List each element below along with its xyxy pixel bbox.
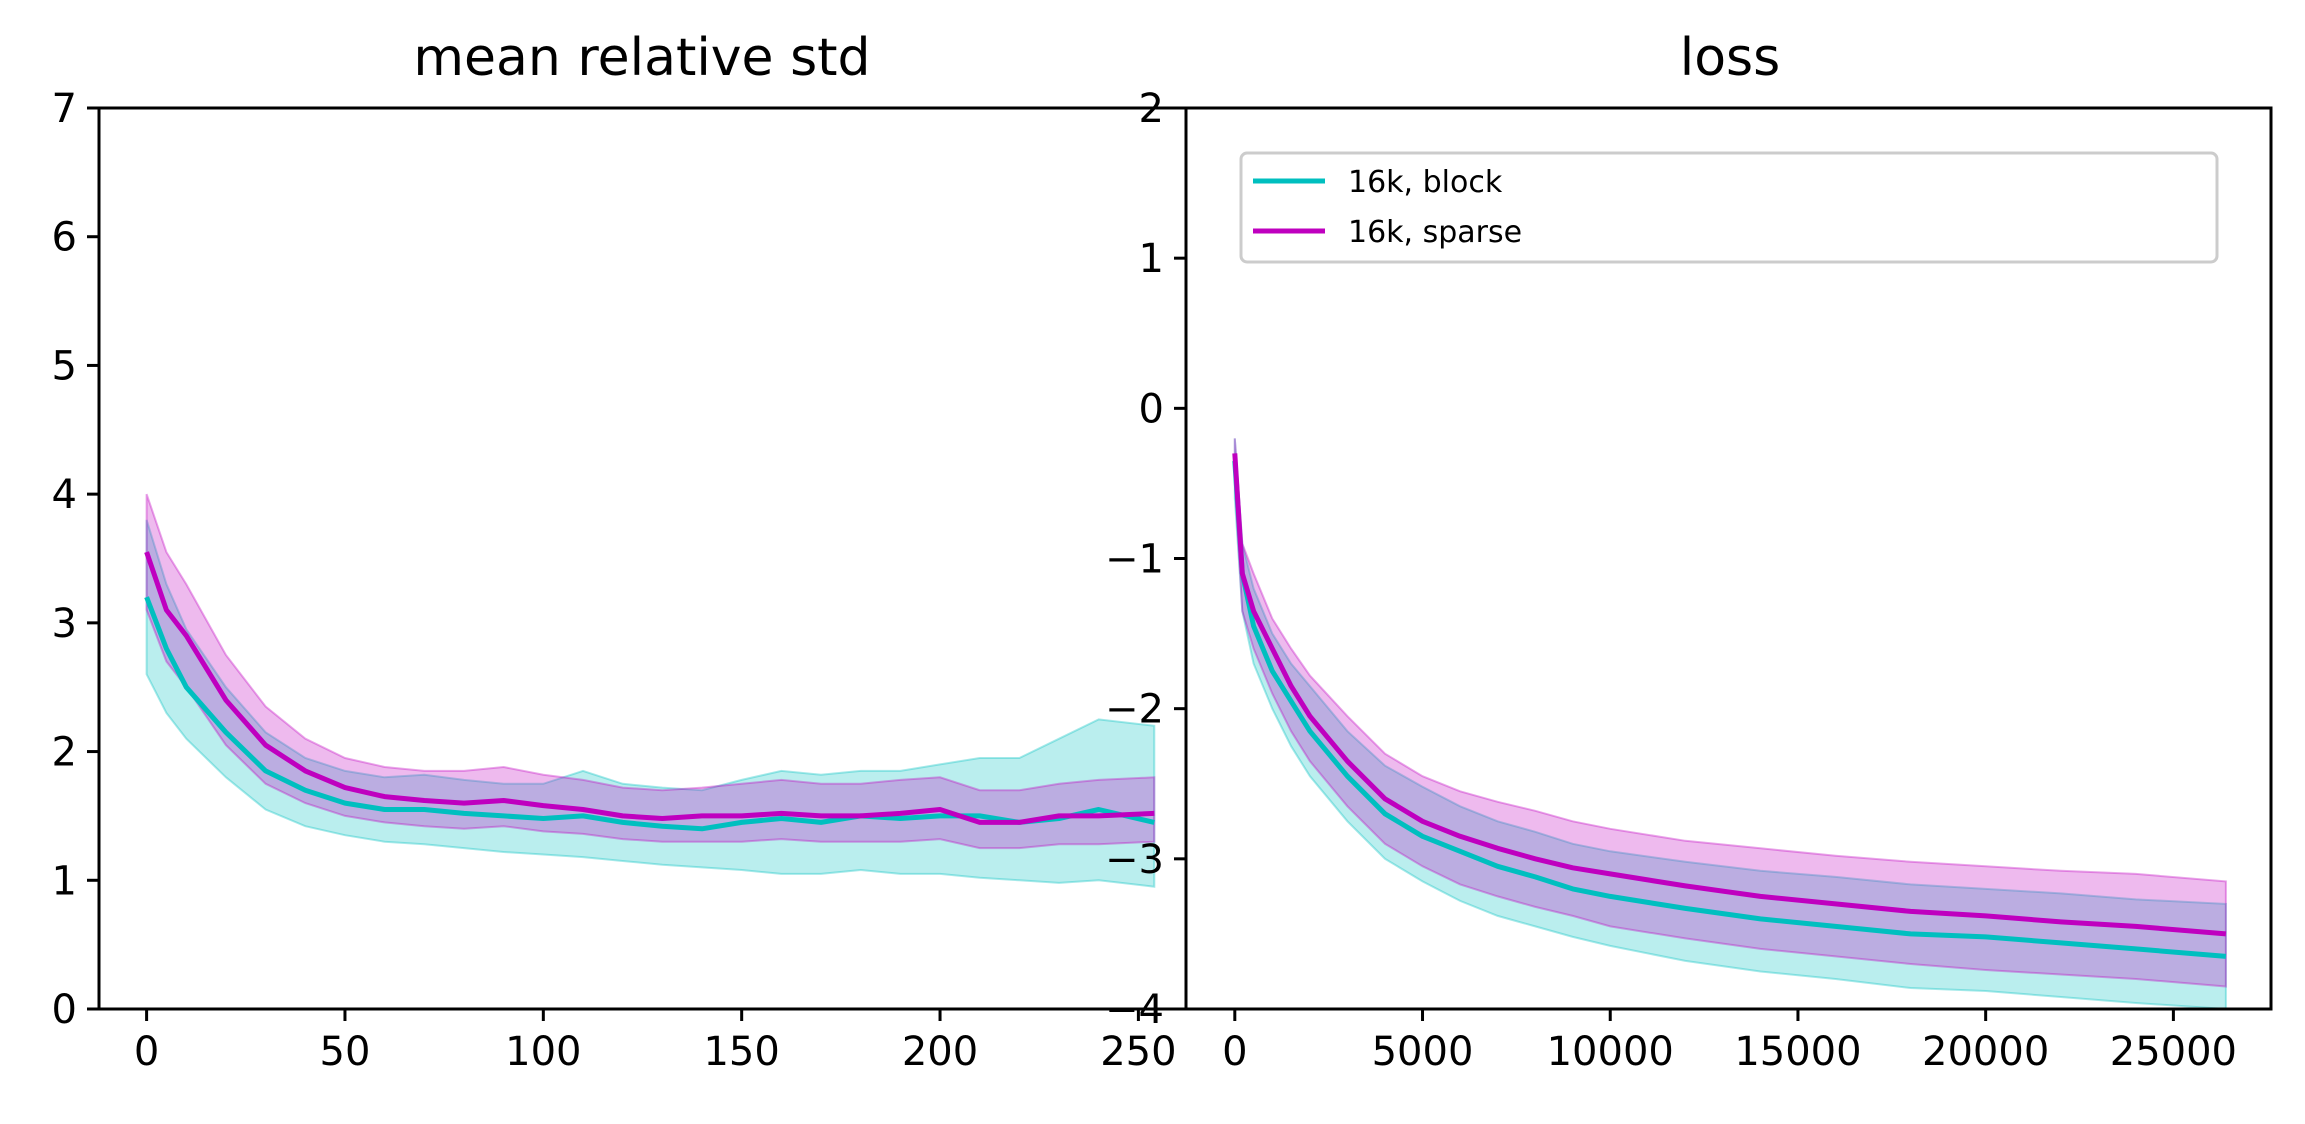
loss-chart-x-tick-label: 5000 [1372, 1029, 1474, 1075]
std-chart-y-tick-label: 0 [52, 987, 77, 1033]
legend-frame [1239, 151, 2219, 264]
std-chart-x-tick-label: 150 [703, 1029, 779, 1075]
loss-chart-x-tick-label: 10000 [1547, 1029, 1674, 1075]
std-chart-x-tick-label: 200 [902, 1029, 978, 1075]
std-chart-x-tick-label: 250 [1100, 1029, 1176, 1075]
loss-chart: loss 0 5000 10000 15000 20000 25000 −4−3−2−10… [1105, 28, 2237, 1075]
std-chart-y-tick-label: 6 [52, 215, 77, 261]
loss-chart-x-tick-label: 15000 [1734, 1029, 1861, 1075]
std-chart-y-tick-label: 2 [52, 730, 77, 776]
legend: 16k, block 16k, sparse [1239, 151, 2219, 264]
std-chart: mean relative std 0 50 100 150 200 250 012345… [52, 28, 1177, 1075]
loss-chart-line-16k-block [1232, 460, 2227, 959]
std-chart-band-16k-sparse [145, 493, 1156, 850]
std-chart-x-tick-label: 0 [134, 1029, 159, 1075]
std-chart-y-ticks: 0 1 2 3 4 5 6 7 [52, 86, 99, 1033]
std-chart-x-tick-label: 50 [320, 1029, 371, 1075]
loss-chart-line-16k-sparse [1232, 453, 2227, 937]
loss-chart-y-tick-label: 1 [1139, 236, 1164, 282]
loss-chart-axes-frame [1184, 106, 2273, 1011]
loss-chart-x-tick-label: 25000 [2110, 1029, 2237, 1075]
legend-label-block: 16k, block [1348, 165, 1503, 200]
std-chart-y-tick-label: 3 [52, 601, 77, 647]
loss-chart-y-tick-label: −1 [1105, 537, 1164, 583]
loss-chart-y-tick-label: −2 [1105, 687, 1164, 733]
loss-chart-title: loss [1680, 28, 1780, 88]
legend-label-sparse: 16k, sparse [1348, 215, 1522, 250]
std-chart-bands [145, 493, 1156, 888]
loss-chart-x-tick-label: 20000 [1922, 1029, 2049, 1075]
std-chart-title: mean relative std [413, 28, 870, 88]
loss-chart-x-tick-label: 0 [1222, 1029, 1247, 1075]
loss-chart-band-16k-sparse [1233, 438, 2227, 988]
std-chart-x-ticks: 0 50 100 150 200 250 [134, 1009, 1177, 1075]
std-chart-lines [144, 551, 1155, 832]
std-chart-band-16k-block [145, 519, 1156, 888]
std-chart-y-tick-label: 7 [52, 86, 77, 132]
loss-chart-x-ticks: 0 5000 10000 15000 20000 25000 [1222, 1009, 2237, 1075]
std-chart-y-tick-label: 1 [52, 858, 77, 904]
std-chart-y-tick-label: 4 [52, 472, 77, 518]
std-chart-y-tick-label: 5 [52, 343, 77, 389]
loss-chart-lines [1232, 453, 2227, 959]
std-chart-x-tick-label: 100 [505, 1029, 581, 1075]
loss-chart-y-tick-label: 0 [1139, 386, 1164, 432]
std-chart-line-16k-sparse [144, 551, 1155, 825]
loss-chart-y-tick-label: −3 [1105, 837, 1164, 883]
